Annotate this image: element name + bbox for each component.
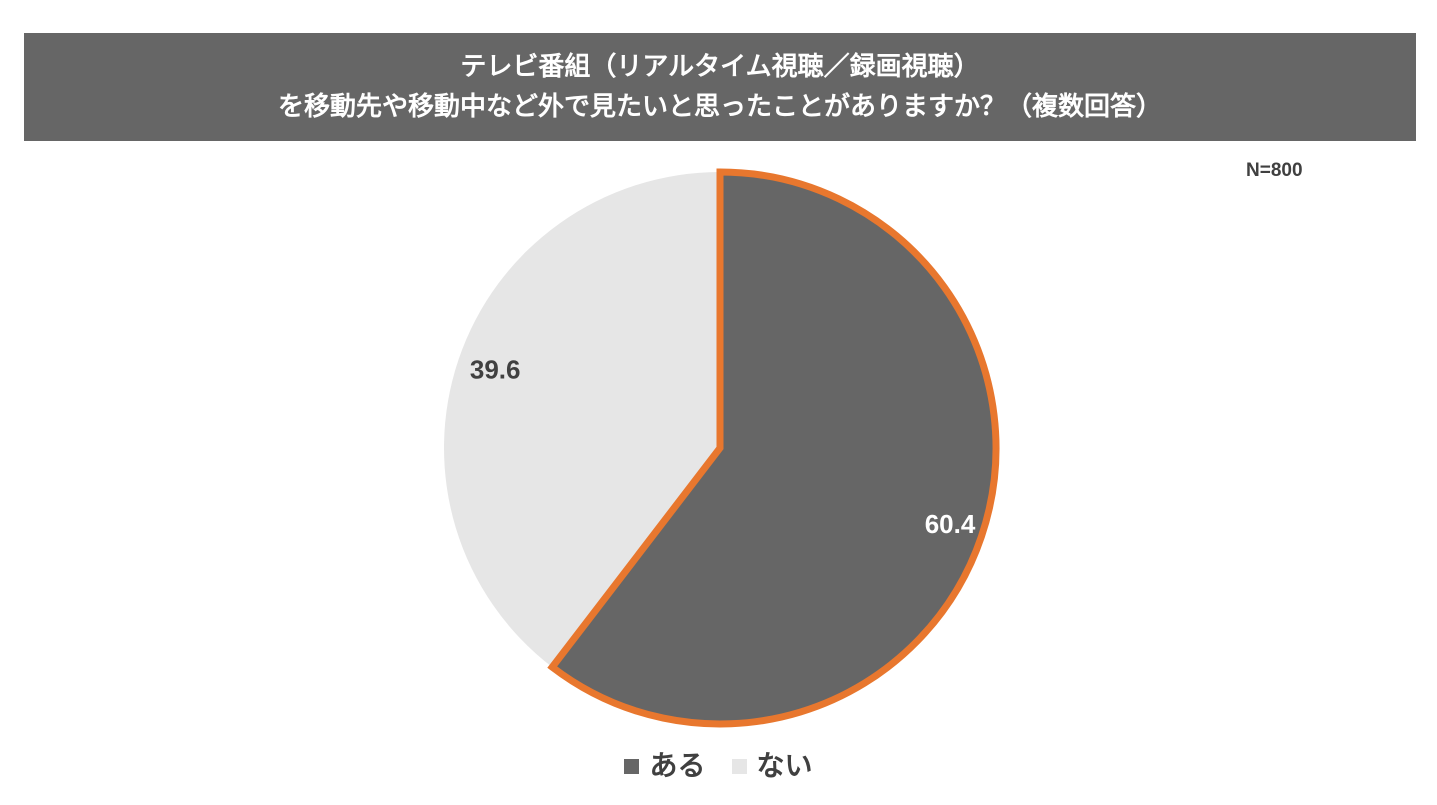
pie-slice-0 bbox=[547, 168, 1000, 728]
legend-label-nai: ない bbox=[756, 749, 813, 782]
chart-title-line-1: テレビ番組（リアルタイム視聴／録画視聴） bbox=[460, 52, 980, 82]
legend-item-nai: ない bbox=[731, 748, 813, 784]
legend-swatch-nai bbox=[731, 758, 747, 774]
chart-title-line-2: を移動先や移動中など外で見たいと思ったことがありますか？（複数回答） bbox=[277, 92, 1162, 122]
chart-legend: ある ない bbox=[0, 748, 1437, 784]
legend-item-aru: ある bbox=[624, 748, 706, 784]
chart-title-banner: テレビ番組（リアルタイム視聴／録画視聴） を移動先や移動中など外で見たいと思った… bbox=[24, 33, 1416, 141]
pie-value-label-0: 60.4 bbox=[925, 509, 976, 539]
legend-label-aru: ある bbox=[649, 749, 706, 782]
pie-slice-1 bbox=[444, 172, 720, 668]
pie-value-label-1: 39.6 bbox=[470, 355, 521, 385]
sample-size-label: N=800 bbox=[1246, 160, 1303, 181]
legend-swatch-aru bbox=[624, 758, 640, 774]
